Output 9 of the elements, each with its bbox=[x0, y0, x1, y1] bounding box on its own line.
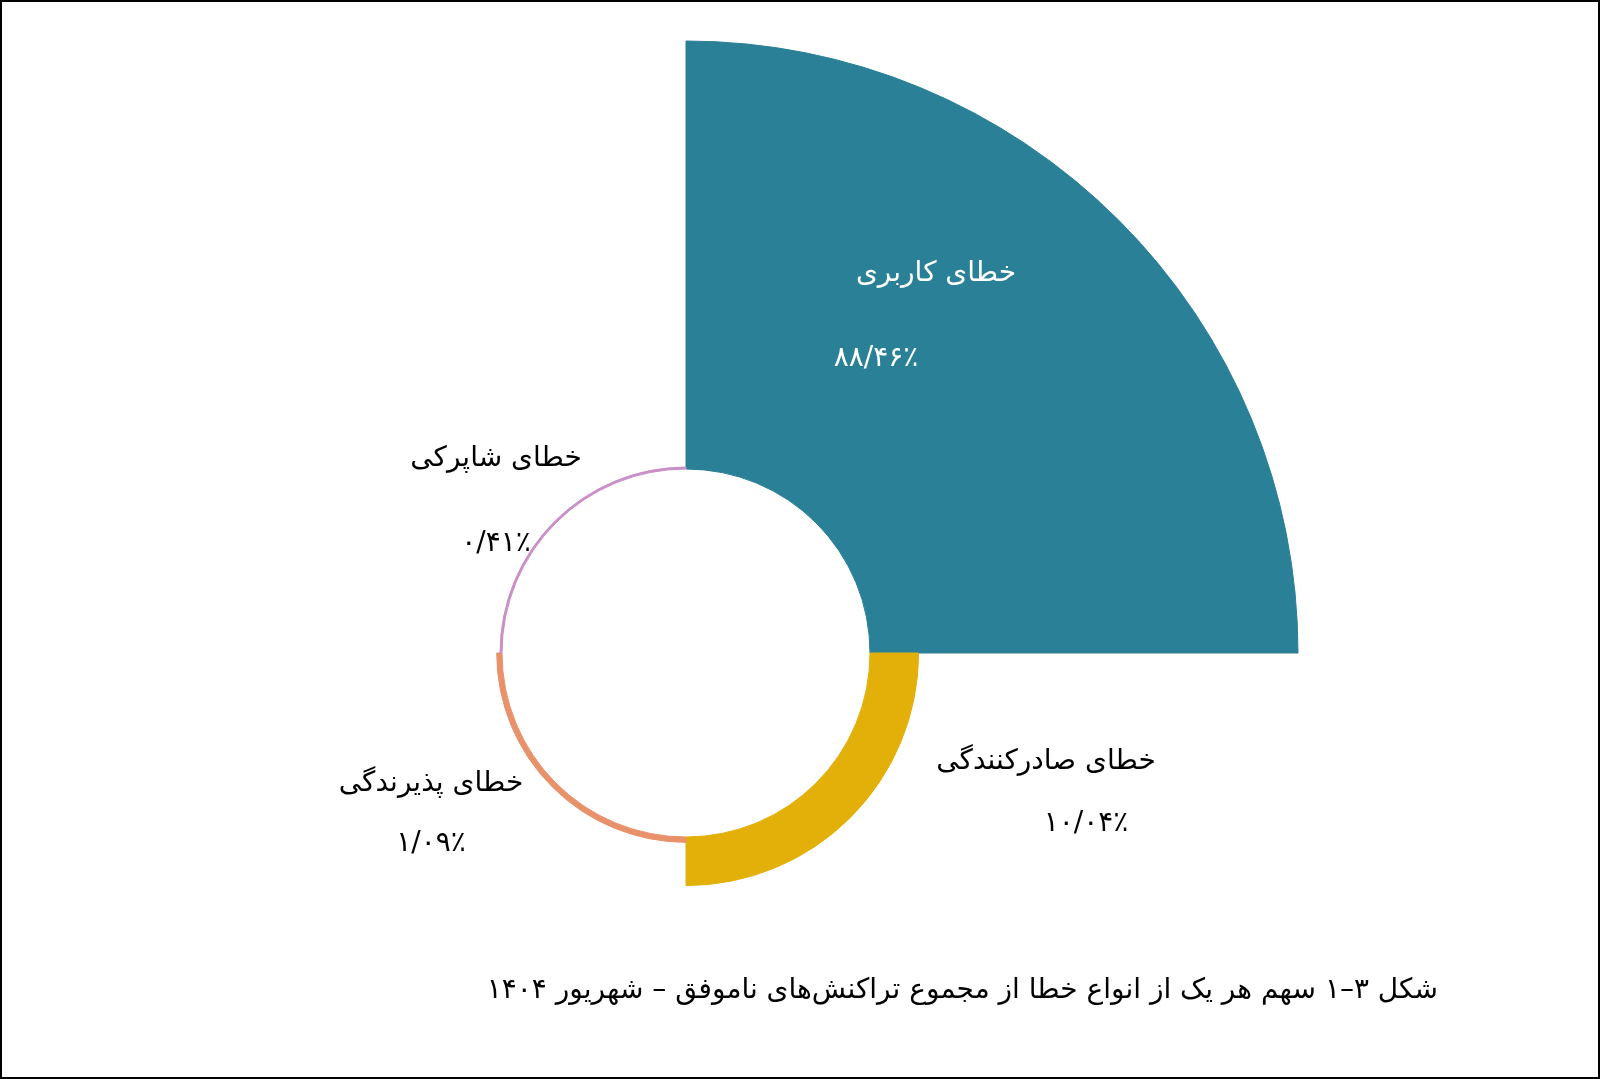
category-label: خطای کاربری bbox=[855, 255, 1017, 288]
data-label: ۰/۴۱٪ bbox=[461, 525, 531, 558]
text: شکل ۳–۱ سهم هر یک از انواع خطا از مجموع تراکنش‌های ناموفق – شهریور ۱۴۰۴ bbox=[486, 972, 1438, 1005]
category-label: خطای پذیرندگی bbox=[338, 765, 524, 798]
category-label: خطای صادرکنندگی bbox=[936, 743, 1156, 776]
data-label: ۱۰/۰۴٪ bbox=[1043, 805, 1129, 838]
data-label: ۱/۰۹٪ bbox=[396, 825, 466, 858]
category-label: خطای شاپرکی bbox=[410, 440, 582, 473]
data-label: ۸۸/۴۶٪ bbox=[833, 340, 919, 373]
